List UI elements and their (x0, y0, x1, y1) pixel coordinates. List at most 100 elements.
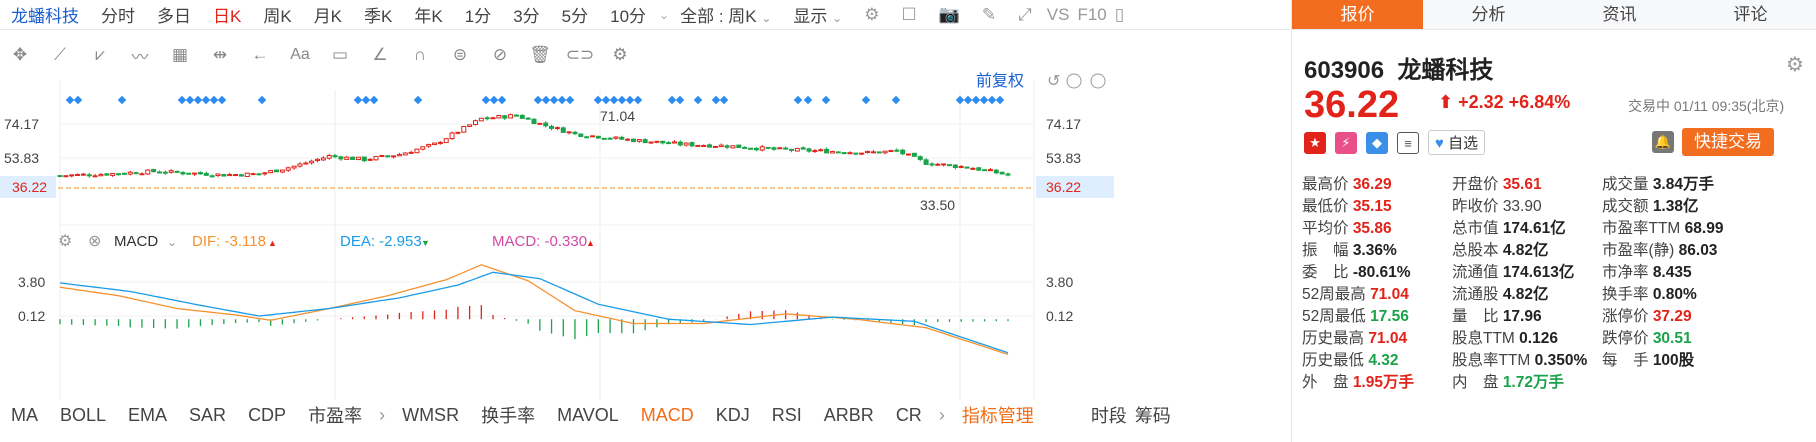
chevron-down-icon[interactable]: ⌄ (659, 7, 670, 22)
reset-icon[interactable]: ↺ (1047, 73, 1060, 90)
text-tool-icon[interactable]: Aa (290, 46, 310, 63)
ind-sar[interactable]: SAR (189, 404, 227, 425)
ind-turnover[interactable]: 换手率 (481, 406, 536, 426)
quick-trade-button[interactable]: 快捷交易 (1682, 128, 1774, 156)
ind-wmsr[interactable]: WMSR (402, 404, 460, 425)
f10-button[interactable]: F10 (1077, 4, 1107, 24)
wave-tool-icon[interactable]: 〰 (131, 47, 149, 67)
quote-label: 市盈率(静) (1602, 242, 1679, 259)
candle-body (57, 175, 63, 178)
candle-body (788, 148, 794, 151)
ind-arbr[interactable]: ARBR (823, 404, 874, 425)
ind-pe[interactable]: 市盈率 (308, 406, 363, 426)
chart-area[interactable]: 前复权 ↺ 74.17 53.83 74.17 53.83 36.22 36.2… (0, 70, 1290, 400)
tab-year-k[interactable]: 年K (414, 7, 443, 26)
ind-boll[interactable]: BOLL (60, 404, 107, 425)
tab-timeshare[interactable]: 分时 (101, 7, 135, 26)
chips-button[interactable]: 筹码 (1134, 406, 1171, 426)
gear-icon[interactable]: ⚙ (1786, 54, 1804, 76)
angle-icon[interactable]: ∠ (372, 45, 388, 64)
line-tool-icon[interactable]: ⟋ (54, 45, 66, 64)
tab-month-k[interactable]: 月K (313, 7, 343, 26)
low-label: 33.50 (920, 197, 955, 213)
candle-body (156, 171, 162, 174)
magnet-icon[interactable]: ∩ (413, 45, 427, 64)
quote-value: 4.32 (1368, 352, 1399, 369)
indicator-name[interactable]: MACD (114, 233, 158, 250)
tab-5min[interactable]: 5分 (561, 7, 589, 26)
tab-day-k[interactable]: 日K (213, 7, 242, 26)
zoom-in-icon[interactable] (1090, 73, 1106, 89)
bell-icon[interactable]: 🔔 (1652, 131, 1674, 153)
ind-macd[interactable]: MACD (640, 404, 694, 425)
arrow-left-icon[interactable]: ← (251, 45, 269, 64)
tab-multiday[interactable]: 多日 (157, 7, 191, 26)
gear-icon[interactable]: ⚙ (864, 4, 880, 24)
chevron-right-icon[interactable]: › (938, 404, 945, 425)
stock-name-link[interactable]: 龙蟠科技 (11, 7, 79, 26)
timeshare-button[interactable]: 时段 (1090, 406, 1127, 426)
quote-value: 3.36% (1352, 242, 1397, 259)
comment-icon[interactable]: ▭ (331, 45, 349, 64)
ind-cdp[interactable]: CDP (248, 404, 287, 425)
range-select[interactable]: 全部 : 周K ⌄ (669, 2, 782, 27)
tab-10min[interactable]: 10分 (610, 7, 647, 26)
camera-icon[interactable]: 📷 (938, 4, 960, 24)
display-select[interactable]: 显示 ⌄ (782, 2, 853, 27)
tab-comments[interactable]: 评论 (1733, 5, 1768, 24)
tab-quarter-k[interactable]: 季K (364, 7, 393, 26)
move-icon[interactable]: ✥ (12, 45, 28, 64)
vs-button[interactable]: VS (1046, 4, 1070, 24)
ind-rsi[interactable]: RSI (771, 404, 802, 425)
tab-3min[interactable]: 3分 (513, 7, 540, 26)
range-tool-icon[interactable]: ⇹ (212, 45, 228, 64)
indicator-close-icon[interactable]: ⊗ (88, 233, 101, 250)
indicator-settings-icon[interactable]: ⚙ (58, 233, 72, 250)
lightning-icon[interactable]: ⚡ (1335, 131, 1357, 154)
ind-ma[interactable]: MA (11, 404, 38, 425)
tab-news[interactable]: 资讯 (1602, 5, 1637, 24)
fib-tool-icon[interactable]: ▦ (171, 45, 189, 64)
macd-tick-top-right: 3.80 (1046, 274, 1073, 290)
ind-cr[interactable]: CR (895, 404, 922, 425)
event-marker (667, 95, 677, 105)
fq-label[interactable]: 前复权 (976, 72, 1024, 90)
candle-body (935, 163, 941, 166)
tab-1min[interactable]: 1分 (464, 7, 492, 26)
ind-mavol[interactable]: MAVOL (557, 404, 619, 425)
fullscreen-icon[interactable]: ⤢ (1018, 4, 1032, 24)
event-markers (65, 95, 1005, 105)
candle-body (303, 162, 309, 165)
quote-row: 52周最低 17.56 量 比 17.96 涨停价 37.29 (1302, 304, 1742, 326)
dea-down-icon: ▼ (421, 238, 430, 248)
chevron-down-icon[interactable]: ⌄ (167, 235, 177, 249)
indicator-manage-button[interactable]: 指标管理 (961, 406, 1034, 426)
hide-icon[interactable]: ⊘ (492, 45, 508, 64)
channel-tool-icon[interactable]: ⩗ (95, 45, 105, 64)
watchlist-button[interactable]: ♥ 自选 (1428, 130, 1486, 155)
lock-icon[interactable]: ⊜ (452, 45, 468, 64)
candle-body (121, 172, 127, 175)
event-marker (73, 95, 83, 105)
zoom-out-icon[interactable] (1066, 73, 1082, 89)
event-marker (353, 95, 363, 105)
candle-body (771, 147, 777, 150)
chevron-right-icon[interactable]: › (379, 404, 386, 425)
tab-quote[interactable]: 报价 (1292, 0, 1423, 29)
candle-body (818, 149, 824, 152)
checkbox-icon[interactable]: ☐ (901, 4, 917, 24)
sidebar-toggle-icon[interactable]: ▯ (1114, 4, 1125, 24)
tab-analysis[interactable]: 分析 (1471, 5, 1506, 24)
ind-ema[interactable]: EMA (128, 404, 168, 425)
settings-icon[interactable]: ⚙ (612, 45, 628, 64)
notes-icon[interactable]: ≡ (1397, 131, 1419, 154)
pencil-icon[interactable]: ✎ (981, 4, 997, 24)
candle-body (110, 172, 116, 176)
price-tick-mid-right: 53.83 (1046, 150, 1081, 166)
tab-week-k[interactable]: 周K (263, 7, 292, 26)
trash-icon[interactable]: 🗑 (529, 45, 551, 64)
kline-chart[interactable]: 前复权 ↺ 74.17 53.83 74.17 53.83 36.22 36.2… (0, 70, 1290, 400)
tag-icon[interactable]: ◆ (1366, 131, 1388, 154)
ind-kdj[interactable]: KDJ (715, 404, 750, 425)
link-icon[interactable]: ⊂⊃ (565, 45, 595, 64)
